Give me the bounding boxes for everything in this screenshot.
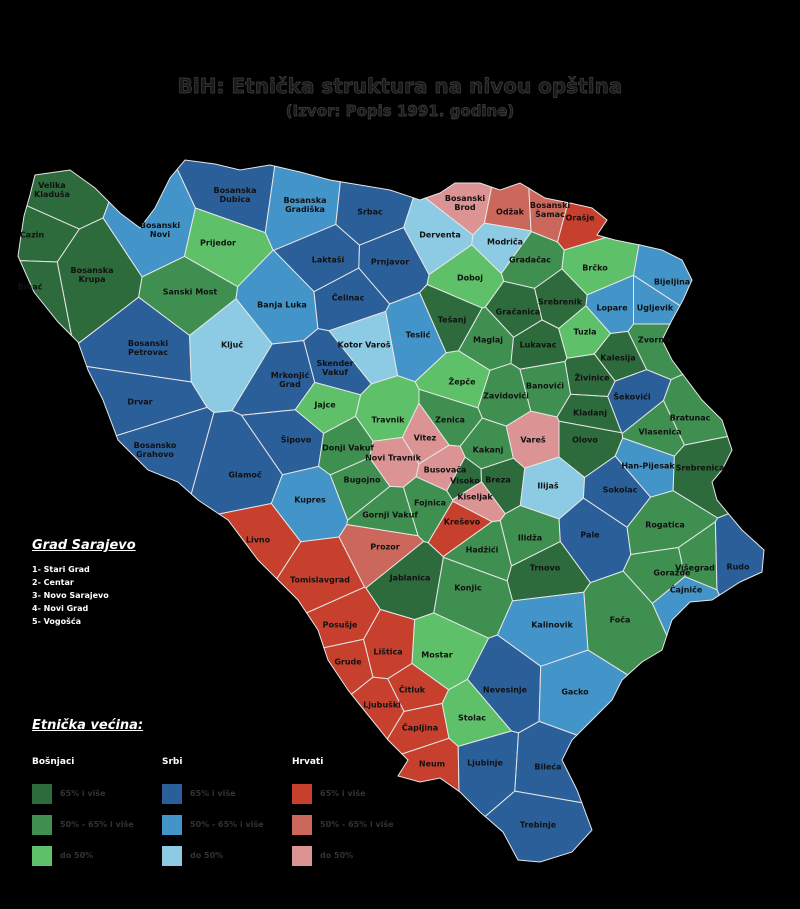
sarajevo-item: 2- Centar bbox=[32, 578, 74, 587]
legend-label: do 50% bbox=[190, 851, 224, 860]
legend-label: 50% - 65% i više bbox=[320, 820, 394, 829]
legend-swatch bbox=[292, 846, 312, 866]
legend-title: Etnička većina: bbox=[32, 718, 144, 733]
sarajevo-item: 4- Novi Grad bbox=[32, 604, 89, 613]
legend-label: do 50% bbox=[60, 851, 94, 860]
legend-swatch bbox=[292, 815, 312, 835]
legend-swatch bbox=[32, 784, 52, 804]
municipality bbox=[276, 536, 366, 614]
municipality bbox=[115, 406, 215, 495]
legend-swatch bbox=[292, 784, 312, 804]
legend-label: 65% i više bbox=[320, 789, 366, 798]
legend-swatch bbox=[162, 784, 182, 804]
legend-swatch bbox=[32, 815, 52, 835]
legend-label: 65% i više bbox=[190, 789, 236, 798]
municipality bbox=[484, 790, 593, 863]
map-subtitle: (Izvor: Popis 1991. godine) bbox=[285, 102, 515, 120]
sarajevo-item: 5- Vogošća bbox=[32, 617, 82, 626]
legend-label: 65% i više bbox=[60, 789, 106, 798]
municipality bbox=[714, 513, 765, 596]
sarajevo-title: Grad Sarajevo bbox=[32, 538, 136, 553]
municipality bbox=[514, 720, 583, 804]
legend-label: do 50% bbox=[320, 851, 354, 860]
legend-label: 50% - 65% i više bbox=[190, 820, 264, 829]
municipality bbox=[397, 737, 460, 793]
municipality bbox=[483, 182, 532, 232]
legend-group: Hrvati bbox=[292, 757, 324, 767]
map-title: BiH: Etnička struktura na nivou opština bbox=[177, 74, 623, 98]
legend-group: Srbi bbox=[162, 757, 183, 767]
legend-swatch bbox=[32, 846, 52, 866]
legend-label: 50% - 65% i više bbox=[60, 820, 134, 829]
sarajevo-item: 3- Novo Sarajevo bbox=[32, 591, 109, 600]
legend-swatch bbox=[162, 815, 182, 835]
legend-group: Bošnjaci bbox=[32, 757, 75, 767]
legend-swatch bbox=[162, 846, 182, 866]
sarajevo-item: 1- Stari Grad bbox=[32, 565, 90, 574]
